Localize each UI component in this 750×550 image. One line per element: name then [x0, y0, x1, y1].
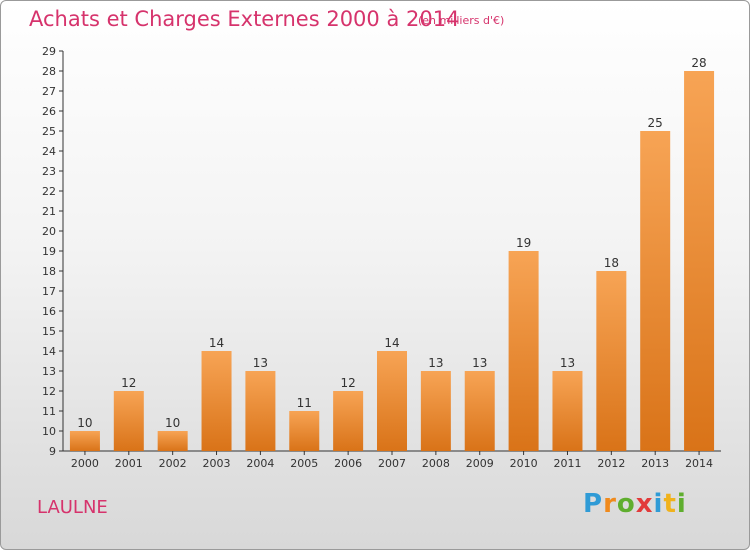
y-tick-label: 12 — [42, 385, 56, 398]
x-tick-label: 2001 — [115, 457, 143, 470]
y-tick-label: 20 — [42, 225, 56, 238]
x-tick-label: 2012 — [597, 457, 625, 470]
x-tick-label: 2005 — [290, 457, 318, 470]
bar-value-label: 25 — [648, 116, 663, 130]
bar — [552, 371, 583, 451]
x-tick-label: 2008 — [422, 457, 450, 470]
chart-subtitle: (en milliers d'€) — [418, 14, 505, 27]
y-tick-label: 16 — [42, 305, 56, 318]
bar-value-label: 10 — [77, 416, 92, 430]
bar — [333, 391, 364, 451]
x-tick-label: 2006 — [334, 457, 362, 470]
chart-title: Achats et Charges Externes 2000 à 2014 — [29, 7, 460, 31]
bar — [464, 371, 495, 451]
bar — [113, 391, 144, 451]
y-tick-label: 17 — [42, 285, 56, 298]
y-tick-label: 9 — [49, 445, 56, 458]
y-tick-label: 23 — [42, 165, 56, 178]
y-tick-label: 24 — [42, 145, 56, 158]
x-tick-label: 2010 — [510, 457, 538, 470]
x-tick-label: 2002 — [159, 457, 187, 470]
y-tick-label: 22 — [42, 185, 56, 198]
bar-value-label: 13 — [428, 356, 443, 370]
y-tick-label: 18 — [42, 265, 56, 278]
bar — [508, 251, 539, 451]
bar-value-label: 13 — [472, 356, 487, 370]
proxiti-logo: Proxiti — [583, 489, 687, 519]
y-tick-label: 13 — [42, 365, 56, 378]
commune-name: LAULNE — [37, 497, 108, 518]
y-tick-label: 27 — [42, 85, 56, 98]
y-tick-label: 25 — [42, 125, 56, 138]
bar — [157, 431, 188, 451]
bar — [377, 351, 407, 451]
bar — [69, 431, 100, 451]
y-tick-label: 11 — [42, 405, 56, 418]
bar-value-label: 19 — [516, 236, 531, 250]
bar-value-label: 18 — [604, 256, 619, 270]
bar-value-label: 10 — [165, 416, 180, 430]
y-tick-label: 26 — [42, 105, 56, 118]
bar — [245, 371, 276, 451]
y-tick-label: 29 — [42, 45, 56, 58]
y-tick-label: 21 — [42, 205, 56, 218]
bar-value-label: 13 — [253, 356, 268, 370]
y-tick-label: 15 — [42, 325, 56, 338]
y-tick-label: 19 — [42, 245, 56, 258]
x-tick-label: 2014 — [685, 457, 713, 470]
bar-value-label: 11 — [297, 396, 312, 410]
bar — [684, 71, 715, 451]
x-tick-label: 2011 — [553, 457, 581, 470]
bar-value-label: 13 — [560, 356, 575, 370]
bar — [201, 351, 232, 451]
x-tick-label: 2009 — [466, 457, 494, 470]
x-tick-label: 2013 — [641, 457, 669, 470]
bar-value-label: 28 — [691, 56, 706, 70]
x-tick-label: 2000 — [71, 457, 99, 470]
bar — [289, 411, 320, 451]
bar-value-label: 12 — [121, 376, 136, 390]
y-tick-label: 14 — [42, 345, 56, 358]
x-tick-label: 2003 — [203, 457, 231, 470]
bar-value-label: 12 — [340, 376, 355, 390]
x-tick-label: 2004 — [246, 457, 274, 470]
bar — [596, 271, 627, 451]
bar — [640, 131, 671, 451]
bar-value-label: 14 — [384, 336, 399, 350]
y-tick-label: 28 — [42, 65, 56, 78]
bar-value-label: 14 — [209, 336, 224, 350]
bar — [420, 371, 451, 451]
y-tick-label: 10 — [42, 425, 56, 438]
x-tick-label: 2007 — [378, 457, 406, 470]
